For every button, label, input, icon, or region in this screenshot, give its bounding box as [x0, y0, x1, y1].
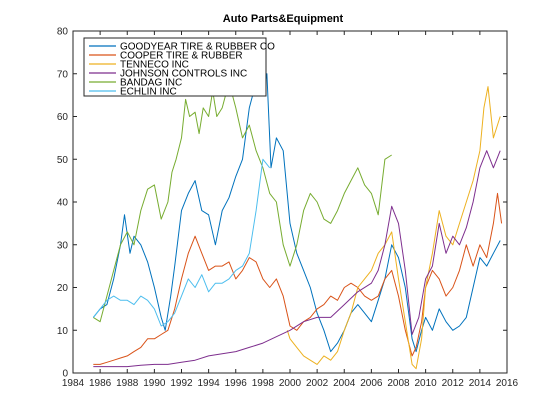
y-tick-label: 0 [62, 369, 68, 380]
legend-label-1: GOODYEAR TIRE & RUBBER CO [120, 42, 275, 53]
x-tick-label: 2014 [469, 378, 492, 389]
chart-title: Auto Parts&Equipment [223, 13, 344, 25]
series-line-1 [92, 73, 501, 353]
legend-label-6: ECHLIN INC [120, 87, 177, 98]
x-tick-label: 1984 [62, 378, 85, 389]
legend-label-4: JOHNSON CONTROLS INC [120, 69, 247, 80]
x-tick-label: 1998 [252, 378, 275, 389]
legend-box [83, 37, 267, 97]
y-tick-label: 20 [57, 283, 69, 294]
y-tick-label: 40 [57, 198, 69, 209]
series-line-4 [93, 150, 501, 368]
legend-label-3: TENNECO INC [120, 60, 189, 71]
x-tick-label: 1992 [170, 378, 193, 389]
y-tick-label: 30 [57, 240, 69, 251]
x-tick-label: 2008 [387, 378, 410, 389]
y-axis: 0 10 20 30 40 50 60 70 80 [57, 27, 507, 380]
x-tick-label: 1990 [143, 378, 166, 389]
x-tick-label: 2016 [496, 378, 519, 389]
x-tick-label: 2000 [279, 378, 302, 389]
x-tick-label: 1996 [225, 378, 248, 389]
legend-label-2: COOPER TIRE & RUBBER [120, 51, 243, 62]
y-tick-label: 70 [57, 69, 69, 80]
y-tick-label: 10 [57, 326, 69, 337]
y-tick-label: 80 [57, 27, 69, 38]
series-line-3 [286, 86, 501, 370]
legend-label-5: BANDAG INC [120, 78, 182, 89]
x-tick-label: 1994 [198, 378, 221, 389]
y-tick-label: 50 [57, 155, 69, 166]
x-tick-label: 2010 [415, 378, 438, 389]
y-tick-label: 60 [57, 112, 69, 123]
x-tick-label: 1986 [89, 378, 112, 389]
x-tick-label: 2002 [306, 378, 329, 389]
x-tick-label: 2006 [360, 378, 383, 389]
x-axis: 1984 1986 1988 1990 1992 1994 1996 1998 2000 2002… [62, 31, 519, 389]
series-line-6 [92, 158, 271, 327]
x-tick-label: 2012 [442, 378, 465, 389]
x-tick-label: 1988 [116, 378, 139, 389]
x-tick-label: 2004 [333, 378, 356, 389]
